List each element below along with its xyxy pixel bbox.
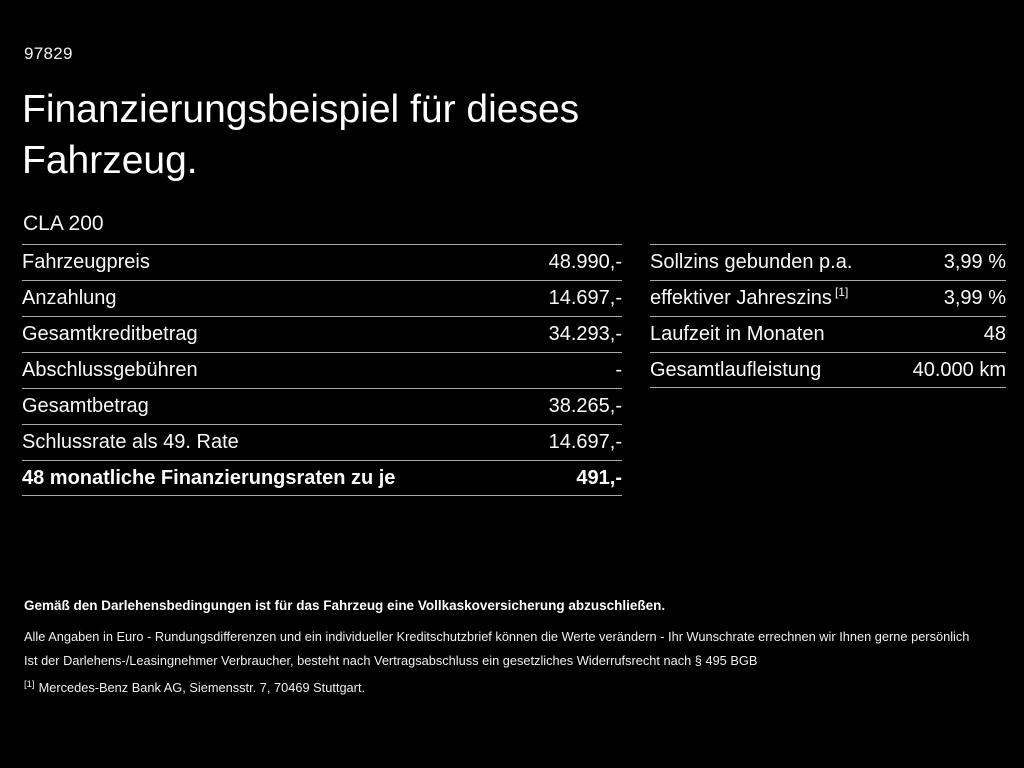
row-label: 48 monatliche Finanzierungsraten zu je [22,466,396,489]
row-label: Gesamtlaufleistung [650,358,822,381]
row-value: 3,99 % [943,251,1006,273]
bank-footnote: [1] Mercedes-Benz Bank AG, Siemensstr. 7,… [24,678,989,695]
model-name: CLA 200 [23,212,104,235]
row-label: effektiver Jahreszins [1] [650,285,849,310]
table-row-monthly-rate: 48 monatliche Finanzierungsraten zu je 4… [22,460,622,496]
table-row: Fahrzeugpreis 48.990,- [22,244,622,280]
row-value: 40.000 km [912,358,1006,381]
table-row: Gesamtkreditbetrag 34.293,- [22,316,622,352]
row-value: 14.697,- [548,287,622,309]
row-label: Fahrzeugpreis [22,251,150,273]
row-value: - [615,359,622,381]
table-row: Sollzins gebunden p.a. 3,99 % [650,244,1006,280]
table-row: Anzahlung 14.697,- [22,280,622,316]
row-label: Gesamtbetrag [22,395,149,417]
legal-footer: Gemäß den Darlehensbedingungen ist für d… [24,598,989,695]
table-row: Gesamtbetrag 38.265,- [22,388,622,424]
row-label: Anzahlung [22,287,117,309]
row-value: 48 [983,323,1006,345]
legal-note-1: Alle Angaben in Euro - Rundungsdifferenz… [24,629,970,644]
page-title: Finanzierungsbeispiel für dieses Fahrzeu… [22,88,580,183]
table-row: Laufzeit in Monaten 48 [650,316,1006,352]
vehicle-id: 97829 [24,44,73,63]
row-value: 48.990,- [548,251,622,273]
footnote-marker: [1] [24,678,35,690]
row-label: Schlussrate als 49. Rate [22,431,239,453]
table-row: effektiver Jahreszins [1] 3,99 % [650,280,1006,316]
legal-note-2: Ist der Darlehens-/Leasingnehmer Verbrau… [24,653,758,668]
row-label: Gesamtkreditbetrag [22,323,198,345]
row-value: 34.293,- [548,323,622,345]
row-label: Sollzins gebunden p.a. [650,251,853,273]
financing-table: Fahrzeugpreis 48.990,- Anzahlung 14.697,… [22,244,622,496]
row-value: 491,- [576,466,622,489]
row-label: Abschlussgebühren [22,359,198,381]
row-value: 3,99 % [943,287,1006,309]
terms-table: Sollzins gebunden p.a. 3,99 % effektiver… [650,244,1006,388]
row-label-text: effektiver Jahreszins [650,287,832,309]
table-row: Gesamtlaufleistung 40.000 km [650,352,1006,388]
row-label: Laufzeit in Monaten [650,323,825,345]
insurance-note: Gemäß den Darlehensbedingungen ist für d… [24,598,666,613]
row-value: 14.697,- [548,431,622,453]
row-value: 38.265,- [548,395,622,417]
footnote-reference: [1] [834,285,849,300]
table-row: Schlussrate als 49. Rate 14.697,- [22,424,622,460]
table-row: Abschlussgebühren - [22,352,622,388]
footnote-text: Mercedes-Benz Bank AG, Siemensstr. 7, 70… [38,680,366,695]
